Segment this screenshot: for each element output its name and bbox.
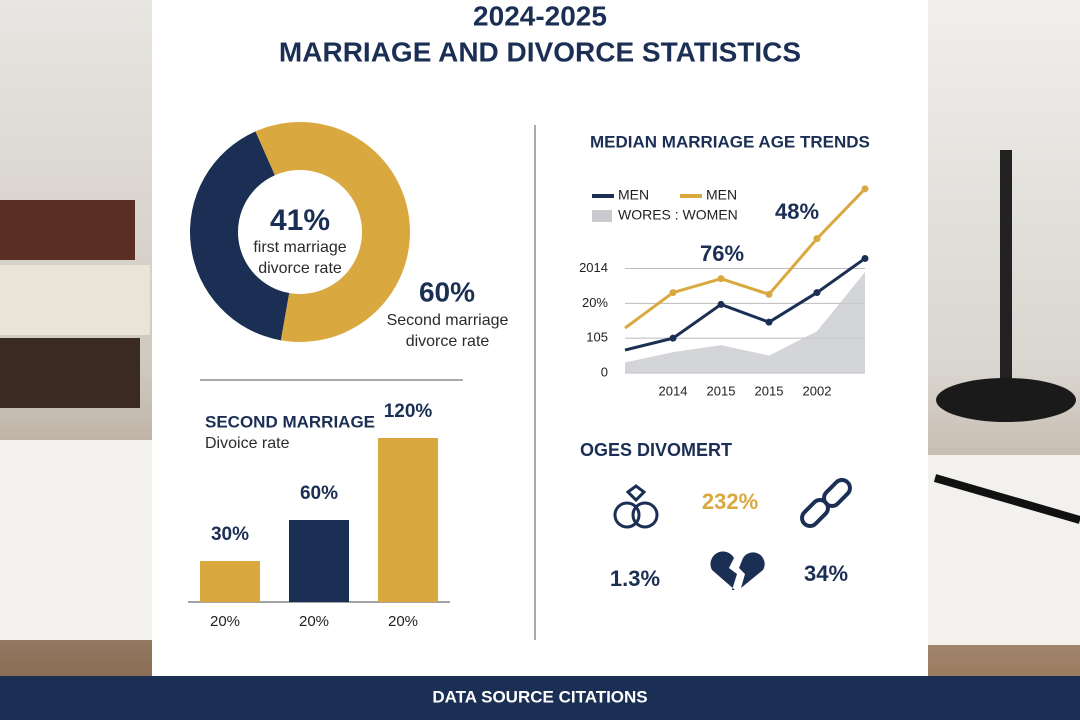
scales	[1000, 150, 1012, 400]
y-tick-label: 2014	[579, 260, 608, 275]
subtitle: MARRIAGE AND DIVORCE STATISTICS	[279, 36, 801, 67]
x-tick-label: 2015	[707, 383, 736, 398]
bar	[289, 520, 349, 602]
segment-label: Second marriage divorce rate	[386, 312, 509, 350]
rings-icon	[613, 484, 659, 529]
bar	[378, 438, 438, 602]
stat-value: 34%	[804, 561, 848, 586]
point	[861, 254, 869, 262]
book	[0, 265, 150, 335]
x-tick-label: 20%	[388, 613, 418, 630]
chart-subtitle: Divoice rate	[205, 435, 290, 452]
chart-title: MEDIAN MARRIAGE AGE TRENDS	[590, 132, 870, 151]
point	[717, 275, 725, 283]
y-tick-label: 0	[601, 364, 608, 379]
broken-heart-icon	[710, 551, 765, 590]
y-tick-label: 20%	[582, 295, 608, 310]
x-tick-label: 2014	[659, 383, 688, 398]
value-label: 60%	[419, 276, 475, 307]
x-tick-label: 2002	[803, 383, 832, 398]
paper	[0, 440, 152, 640]
value-label: 41%	[270, 204, 330, 237]
stat-value: 1.3%	[610, 566, 660, 591]
footer: DATA SOURCE CITATIONS	[432, 687, 647, 706]
pen	[933, 474, 1080, 524]
point	[765, 290, 773, 298]
annotation: 48%	[775, 199, 819, 224]
stat-value: 232%	[702, 489, 758, 514]
point	[813, 235, 821, 243]
bar	[200, 561, 260, 602]
title: 2024-2025	[473, 0, 607, 31]
legend-label: MEN	[706, 187, 737, 203]
y-tick-label: 105	[586, 330, 608, 345]
scales-base	[936, 378, 1076, 422]
point	[861, 185, 869, 193]
point	[669, 289, 677, 297]
value-label: 120%	[384, 401, 433, 422]
area	[625, 272, 865, 373]
donut-segment	[255, 121, 410, 342]
point	[765, 318, 773, 326]
stats-title: OGES DIVOMERT	[580, 440, 732, 460]
line	[624, 257, 866, 352]
legend-label: MEN	[618, 187, 649, 203]
point	[669, 334, 677, 342]
point	[717, 300, 725, 308]
value-label: 30%	[211, 524, 249, 545]
x-tick-label: 20%	[299, 613, 329, 630]
footer-bar	[0, 676, 1080, 720]
annotation: 76%	[700, 241, 744, 266]
line	[624, 187, 867, 330]
legend-swatch	[592, 210, 612, 222]
book	[0, 200, 135, 260]
point	[813, 289, 821, 297]
x-tick-label: 2015	[755, 383, 784, 398]
donut-segment	[190, 131, 290, 341]
book	[0, 338, 140, 408]
segment-label: first marriage divorce rate	[253, 239, 347, 277]
x-tick-label: 20%	[210, 613, 240, 630]
value-label: 60%	[300, 483, 338, 504]
legend-label: WORES : WOMEN	[618, 207, 738, 223]
chain-icon	[800, 478, 852, 528]
chart-title: SECOND MARRIAGE	[205, 412, 375, 431]
